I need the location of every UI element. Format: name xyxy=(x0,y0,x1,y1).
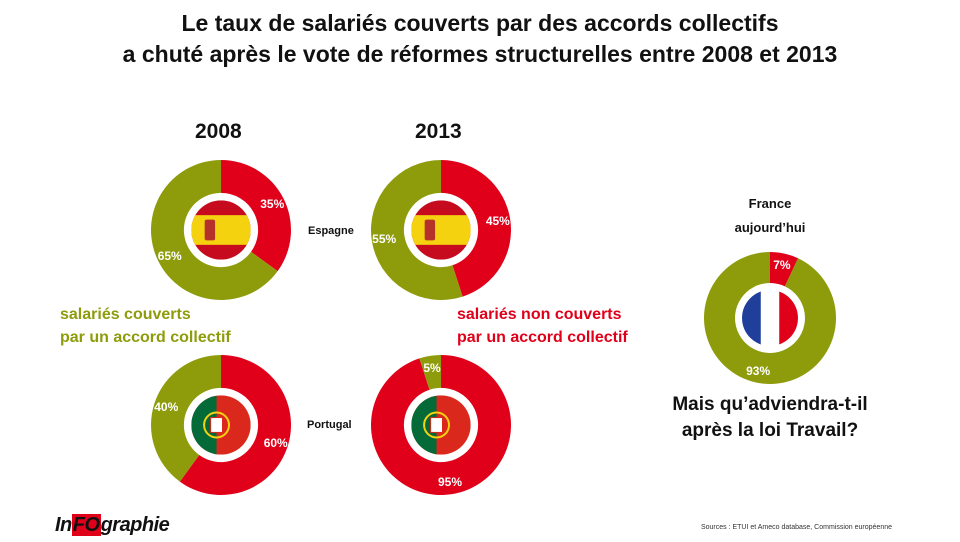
portugal-flag-icon xyxy=(411,395,471,455)
year-2013-label: 2013 xyxy=(415,120,462,143)
label-not-covered: 95% xyxy=(438,475,462,489)
question-text: Mais qu’adviendra-t-il après la loi Trav… xyxy=(660,392,880,444)
slice-not-covered xyxy=(770,252,799,287)
slice-not-covered xyxy=(221,160,291,272)
spain-flag-icon xyxy=(191,200,251,260)
source-note: Sources : ETUI et Ameco database, Commis… xyxy=(700,524,892,531)
label-not-covered: 7% xyxy=(773,258,791,272)
logo-post: graphie xyxy=(100,514,170,536)
slice-covered xyxy=(151,160,278,301)
legend-covered: salariés couverts par un accord collecti… xyxy=(60,303,231,349)
portugal-flag-icon xyxy=(191,395,251,455)
year-2008-label: 2008 xyxy=(195,120,242,143)
label-covered: 5% xyxy=(423,361,441,375)
legend-not-covered: salariés non couverts par un accord coll… xyxy=(457,303,628,349)
label-covered: 40% xyxy=(154,400,178,414)
label-covered: 55% xyxy=(372,232,396,246)
slice-covered xyxy=(151,355,221,482)
question-line-1: Mais qu’adviendra-t-il xyxy=(672,394,868,415)
chart-title: Le taux de salariés couverts par des acc… xyxy=(0,8,960,70)
slice-not-covered xyxy=(441,160,511,297)
title-line-2: a chuté après le vote de réformes struct… xyxy=(122,41,838,67)
france-label: France aujourd’hui xyxy=(700,192,840,240)
donut-portugal-2: 60% 40% xyxy=(151,355,292,496)
spain-flag-icon xyxy=(411,200,471,260)
slice-covered xyxy=(370,159,463,300)
donut-espagne-1: 45% 55% xyxy=(370,159,511,300)
legend-not-covered-line-2: par un accord collectif xyxy=(457,329,628,346)
donut-france-4: 7% 93% xyxy=(704,252,837,384)
label-covered: 65% xyxy=(158,249,182,263)
label-not-covered: 35% xyxy=(260,197,284,211)
france-label-line-2: aujourd’hui xyxy=(734,220,806,235)
slice-not-covered xyxy=(179,355,292,496)
country-label-portugal: Portugal xyxy=(307,419,352,431)
france-label-line-1: France xyxy=(748,196,792,211)
legend-covered-line-1: salariés couverts xyxy=(60,306,191,323)
infographie-logo: InFOgraphie xyxy=(55,514,170,537)
france-flag-icon xyxy=(742,290,798,346)
legend-not-covered-line-1: salariés non couverts xyxy=(457,306,622,323)
label-not-covered: 60% xyxy=(264,436,288,450)
title-line-1: Le taux de salariés couverts par des acc… xyxy=(181,10,779,36)
donut-portugal-3: 95% 5% xyxy=(371,355,512,495)
slice-not-covered xyxy=(371,355,512,495)
legend-covered-line-2: par un accord collectif xyxy=(60,329,231,346)
donut-espagne-0: 35% 65% xyxy=(151,160,291,301)
logo-fo: FO xyxy=(71,514,101,536)
slice-covered xyxy=(704,252,837,384)
question-line-2: après la loi Travail? xyxy=(681,420,859,441)
logo-pre: In xyxy=(55,514,72,536)
label-not-covered: 45% xyxy=(486,214,510,228)
country-label-espagne: Espagne xyxy=(308,225,354,237)
slice-covered xyxy=(419,355,441,390)
label-covered: 93% xyxy=(746,364,770,378)
